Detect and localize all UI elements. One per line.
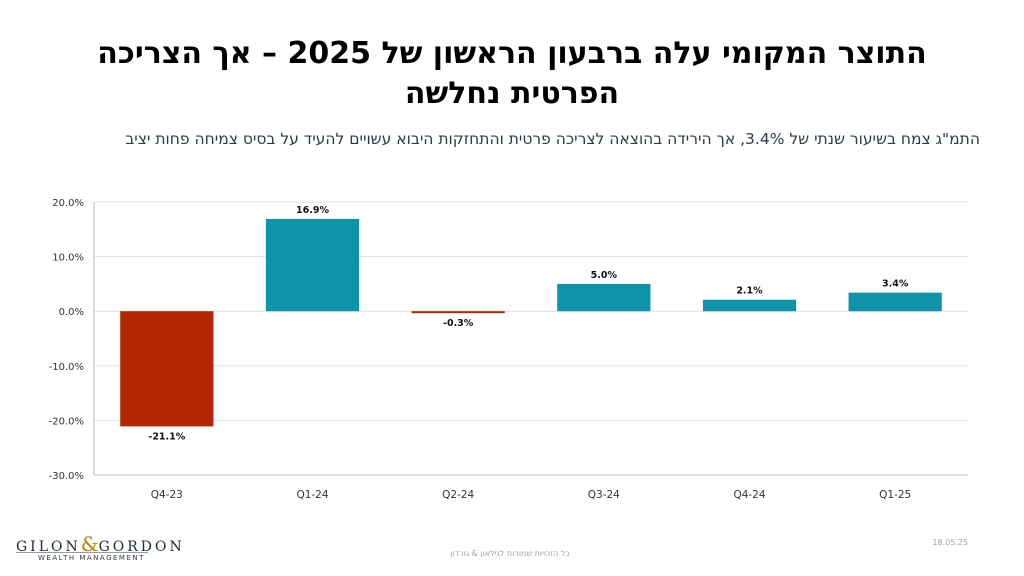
x-tick-label: Q4-23 — [151, 489, 183, 501]
bar-q2-24 — [411, 311, 505, 314]
y-tick-label: -10.0% — [49, 362, 84, 373]
data-label: 2.1% — [736, 286, 763, 297]
x-tick-label: Q2-24 — [442, 489, 474, 501]
y-tick-label: 10.0% — [52, 253, 84, 264]
y-tick-label: 0.0% — [59, 307, 84, 318]
x-tick-label: Q4-24 — [733, 489, 765, 501]
x-tick-label: Q1-24 — [296, 489, 328, 501]
data-label: 3.4% — [882, 279, 909, 290]
company-logo: GILON&GORDON WEALTH MANAGEMENT — [16, 532, 182, 564]
logo-divider — [16, 552, 148, 553]
logo-ampersand: & — [80, 532, 99, 556]
gdp-bar-chart: 20.0% 10.0% 0.0% -10.0% -20.0% -30.0% -21.1% Q4… — [49, 198, 968, 501]
logo-name-left: GILON — [16, 539, 81, 555]
footer-text: כל הזכויות שמורות לגילאון & גורדון — [450, 549, 570, 558]
data-label: 5.0% — [591, 270, 618, 281]
data-label: -0.3% — [443, 318, 474, 329]
logo-name-right: GORDON — [98, 539, 185, 555]
bar-q1-24 — [265, 218, 360, 312]
x-tick-label: Q3-24 — [588, 489, 620, 501]
bar-q3-24 — [557, 283, 651, 312]
x-tick-label: Q1-25 — [879, 489, 911, 501]
bar-q4-23 — [120, 311, 214, 427]
bar-q4-24 — [702, 299, 797, 312]
y-tick-label: -20.0% — [49, 416, 84, 427]
bar-q1-25 — [848, 292, 942, 312]
data-label: -21.1% — [148, 431, 185, 442]
slide-footer: כל הזכויות שמורות לגילאון & גורדון — [0, 549, 1024, 558]
slide-date: 18.05.25 — [932, 538, 968, 547]
y-tick-label: -30.0% — [49, 471, 84, 482]
logo-tagline: WEALTH MANAGEMENT — [38, 554, 145, 562]
slide-subtitle: התמ"ג צמח בשיעור שנתי של 3.4%, אך הירידה… — [125, 130, 980, 148]
data-label: 16.9% — [296, 205, 329, 216]
slide-title: התוצר המקומי עלה ברבעון הראשון של 2025 –… — [97, 36, 927, 111]
y-tick-label: 20.0% — [52, 198, 84, 209]
logo-wordmark: GILON&GORDON — [16, 532, 185, 556]
